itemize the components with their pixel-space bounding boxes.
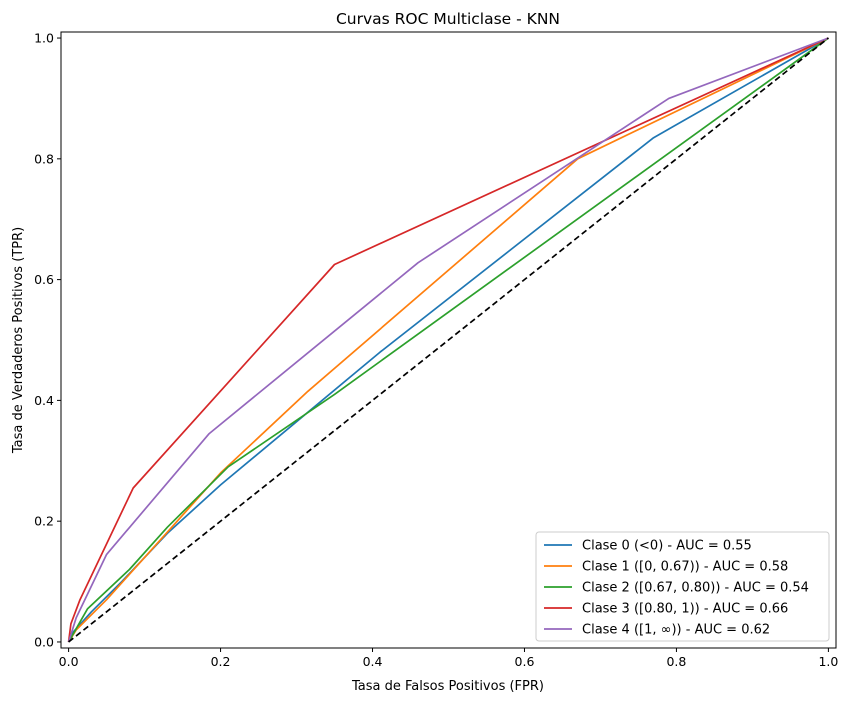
series-line-clase-1 — [67, 37, 829, 643]
y-tick-label: 0.2 — [34, 514, 54, 529]
y-tick-label: 0.0 — [34, 634, 54, 649]
y-tick-label: 0.8 — [34, 151, 54, 166]
series-line-clase-4 — [67, 37, 829, 643]
legend-entry-label: Clase 1 ([0, 0.67)) - AUC = 0.58 — [582, 560, 788, 575]
y-tick-label: 1.0 — [34, 31, 54, 46]
y-axis-label: Tasa de Verdaderos Positivos (TPR) — [11, 227, 26, 454]
legend-box — [535, 531, 830, 642]
axis-ticks: 0.0 0.2 0.4 0.6 0.8 1.0 0.0 0.2 0.4 0.6 0.8 1.0 — [34, 31, 838, 669]
x-tick-label: 0.6 — [515, 654, 535, 669]
chart-title: Curvas ROC Multiclase - KNN — [336, 10, 560, 28]
y-tick-label: 0.6 — [34, 272, 54, 287]
y-tick-label: 0.4 — [34, 393, 54, 408]
legend-entry-label: Clase 4 ([1, ∞)) - AUC = 0.62 — [582, 623, 770, 638]
legend-entry-label: Clase 0 (<0) - AUC = 0.55 — [582, 539, 752, 554]
legend-entry-label: Clase 2 ([0.67, 0.80)) - AUC = 0.54 — [582, 581, 809, 596]
series-line-clase-2 — [67, 37, 829, 643]
x-tick-label: 0.8 — [666, 654, 686, 669]
chance-reference-line — [68, 37, 829, 643]
x-tick-label: 0.2 — [211, 654, 231, 669]
x-tick-label: 1.0 — [818, 654, 838, 669]
legend: Clase 0 (<0) - AUC = 0.55 Clase 1 ([0, 0.… — [535, 531, 830, 642]
x-axis-label: Tasa de Falsos Positivos (FPR) — [351, 679, 544, 694]
x-tick-label: 0.0 — [59, 654, 79, 669]
plot-area — [67, 37, 829, 643]
x-tick-label: 0.4 — [363, 654, 383, 669]
series-line-clase-3 — [67, 37, 829, 643]
legend-entry-label: Clase 3 ([0.80, 1)) - AUC = 0.66 — [582, 602, 788, 617]
plot-frame — [60, 31, 837, 649]
